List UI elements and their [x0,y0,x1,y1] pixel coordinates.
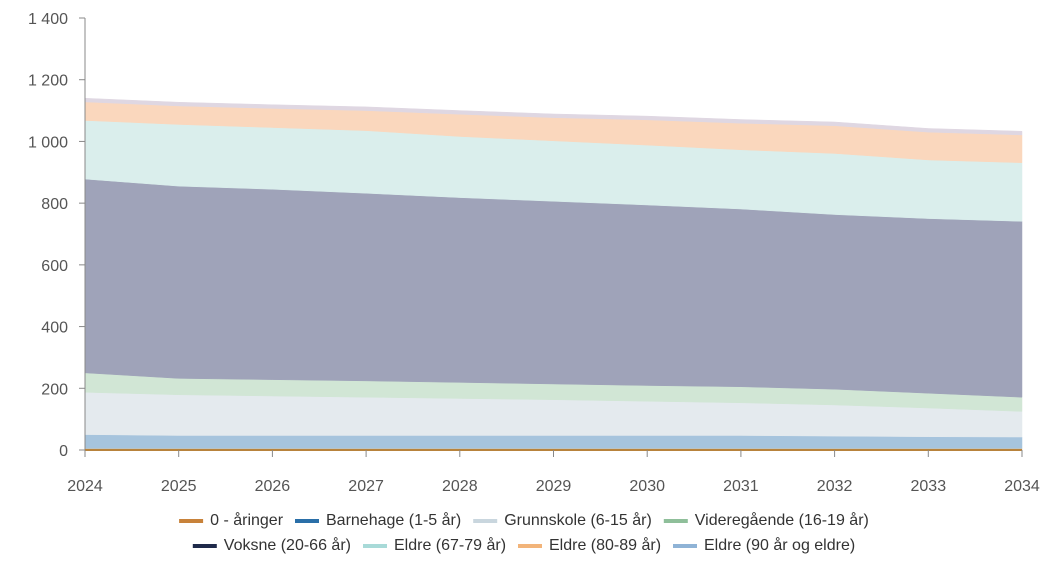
y-tick-label: 1 200 [28,73,68,90]
y-tick-label: 600 [41,258,68,275]
legend-label-3: Videregående (16-19 år) [695,511,869,529]
legend-label-0: 0 - åringer [210,511,284,529]
x-tick-label: 2030 [629,478,665,495]
y-tick-label: 200 [41,381,68,398]
legend-swatch-2 [473,519,498,523]
x-tick-label: 2028 [442,478,478,495]
legend-swatch-4 [192,544,217,548]
legend-swatch-7 [673,544,697,548]
legend: 0 - åringer Barnehage (1-5 år) Grunnskole … [179,511,869,554]
legend-swatch-5 [363,544,387,548]
y-tick-label: 1 400 [28,11,68,28]
legend-swatch-0 [179,519,204,523]
x-tick-label: 2033 [911,478,947,495]
legend-swatch-3 [663,519,688,523]
area-series-7 [84,97,1023,136]
legend-swatch-1 [295,519,319,523]
x-tick-label: 2025 [161,478,197,495]
legend-label-5: Eldre (67-79 år) [394,536,506,554]
y-tick-label: 1 000 [28,134,68,151]
axes-group: 0 200 400 600 800 1 000 1 200 1 400 2024 2025 2026… [28,11,1040,495]
x-tick-label: 2031 [723,478,759,495]
y-tick-label: 400 [41,320,68,337]
legend-label-7: Eldre (90 år og eldre) [704,536,855,554]
x-tick-label: 2029 [536,478,572,495]
legend-label-1: Barnehage (1-5 år) [326,511,461,529]
legend-row: 0 - åringer Barnehage (1-5 år) Grunnskole … [179,511,869,529]
y-tick-label: 800 [41,196,68,213]
legend-row: Voksne (20-66 år) Eldre (67-79 år) Eldre (… [192,536,855,554]
x-tick-label: 2034 [1004,478,1040,495]
legend-label-2: Grunnskole (6-15 år) [504,511,652,529]
legend-label-6: Eldre (80-89 år) [549,536,661,554]
legend-label-4: Voksne (20-66 år) [224,536,351,554]
x-tick-label: 2026 [255,478,291,495]
x-tick-label: 2027 [348,478,384,495]
x-tick-label: 2032 [817,478,853,495]
area-series-group [84,97,1023,451]
x-tick-label: 2024 [67,478,103,495]
legend-swatch-6 [518,544,542,548]
y-tick-label: 0 [59,443,68,460]
